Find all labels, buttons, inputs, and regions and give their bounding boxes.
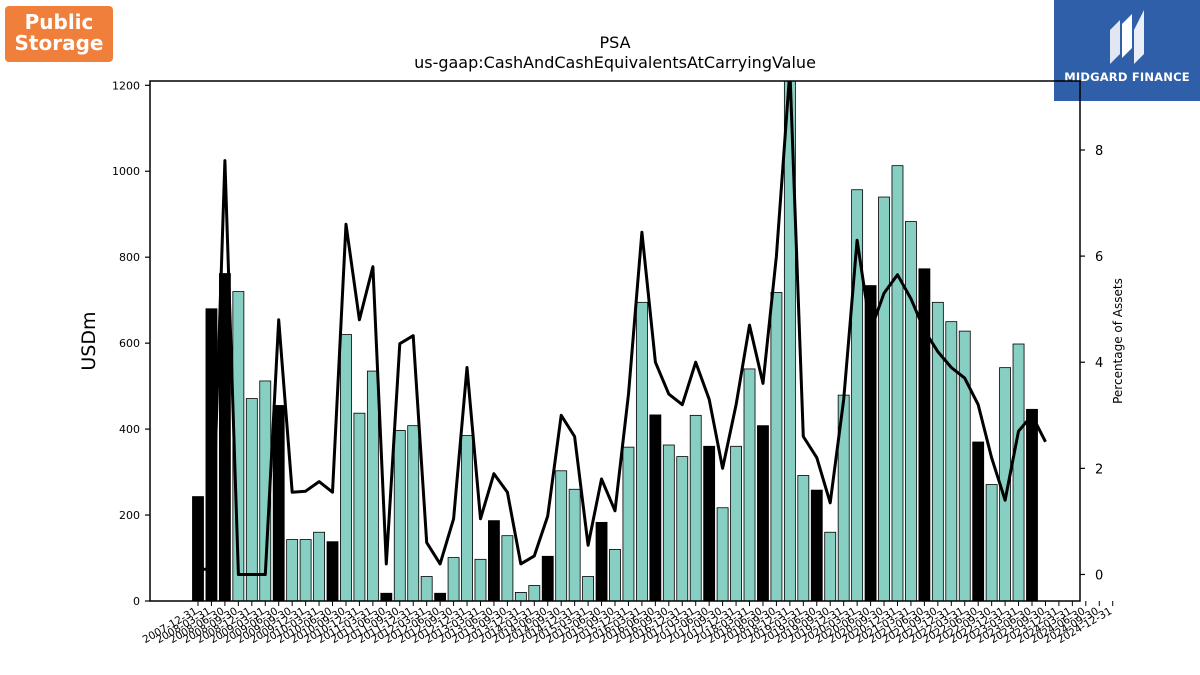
bar: [488, 520, 500, 601]
y-tick-label: 1000: [112, 165, 140, 178]
bar: [366, 370, 379, 601]
bar: [420, 576, 433, 601]
bar: [286, 539, 299, 601]
bar: [541, 555, 554, 601]
bar: [1012, 343, 1025, 601]
bar: [434, 592, 447, 601]
logo-line-1: Public: [24, 10, 94, 34]
bar: [810, 489, 823, 601]
bar: [905, 221, 917, 601]
bar: [595, 521, 608, 601]
bar: [757, 425, 769, 601]
y-tick-label: 200: [119, 509, 140, 522]
bar: [851, 189, 864, 601]
bar: [501, 535, 514, 601]
bar: [192, 496, 204, 601]
bar: [649, 414, 662, 601]
bar: [972, 441, 985, 601]
bar: [878, 196, 890, 601]
y-axis-right: 0 2 4 6 8: [1080, 144, 1103, 583]
bar: [945, 321, 958, 601]
bar: [770, 292, 783, 601]
bar: [958, 330, 971, 601]
bar: [407, 425, 420, 601]
bar: [474, 558, 487, 601]
bar: [716, 507, 729, 601]
chart-subtitle: us-gaap:CashAndCashEquivalentsAtCarrying…: [414, 53, 816, 72]
bar: [218, 273, 231, 601]
chart-title: PSA: [599, 33, 630, 52]
bar: [299, 539, 312, 601]
bar: [622, 446, 635, 601]
bar: [797, 475, 810, 601]
y-axis-left: 0 200 400 600 800 1000 1200: [112, 79, 150, 608]
bar: [380, 592, 393, 601]
logo-line-2: Storage: [14, 31, 104, 55]
y2-tick-label: 8: [1095, 144, 1103, 159]
y-tick-label: 0: [133, 595, 140, 608]
y2-tick-label: 0: [1095, 568, 1103, 583]
bar: [676, 456, 689, 601]
y2-tick-label: 2: [1095, 462, 1103, 477]
bar: [703, 445, 716, 601]
bar: [918, 268, 931, 601]
bar: [514, 592, 527, 601]
bar: [864, 285, 877, 601]
y-tick-label: 600: [119, 337, 140, 350]
x-axis: 2007-12-312008-03-312008-06-302008-09-30…: [141, 601, 1114, 646]
bar: [568, 488, 581, 601]
bar: [245, 398, 258, 601]
bar: [689, 414, 702, 601]
bar: [205, 308, 218, 601]
y-axis-label: USDm: [78, 311, 100, 370]
y-tick-label: 1200: [112, 79, 140, 92]
bar-series: [192, 81, 1038, 601]
bar: [609, 549, 621, 601]
bar: [353, 412, 366, 601]
public-storage-logo: Public Storage: [5, 6, 113, 62]
bar: [340, 334, 352, 601]
bar: [824, 531, 837, 601]
bar: [447, 557, 460, 601]
y-tick-label: 800: [119, 251, 140, 264]
bar: [528, 585, 541, 601]
bar: [582, 576, 595, 601]
bar: [1026, 408, 1038, 601]
line-series: [198, 81, 1047, 576]
bar: [931, 301, 944, 601]
bar: [326, 541, 339, 601]
bar: [555, 470, 568, 601]
bar: [313, 531, 325, 601]
midgard-brand-name: MIDGARD FINANCE: [1064, 70, 1190, 84]
bar: [272, 405, 285, 601]
bar: [461, 435, 473, 601]
bar: [743, 368, 756, 601]
bar: [985, 484, 998, 601]
bar: [730, 445, 742, 601]
y2-tick-label: 4: [1095, 356, 1103, 371]
y-tick-label: 400: [119, 423, 140, 436]
y2-axis-label: Percentage of Assets: [1111, 278, 1125, 404]
bar: [891, 165, 904, 601]
bar: [393, 429, 406, 601]
percent-of-assets-line: [198, 81, 1047, 576]
bar: [635, 301, 648, 601]
midgard-finance-logo: MIDGARD FINANCE: [1054, 0, 1200, 101]
y2-tick-label: 6: [1095, 250, 1103, 265]
midgard-mark-icon: [1110, 10, 1144, 64]
bar: [662, 444, 675, 601]
